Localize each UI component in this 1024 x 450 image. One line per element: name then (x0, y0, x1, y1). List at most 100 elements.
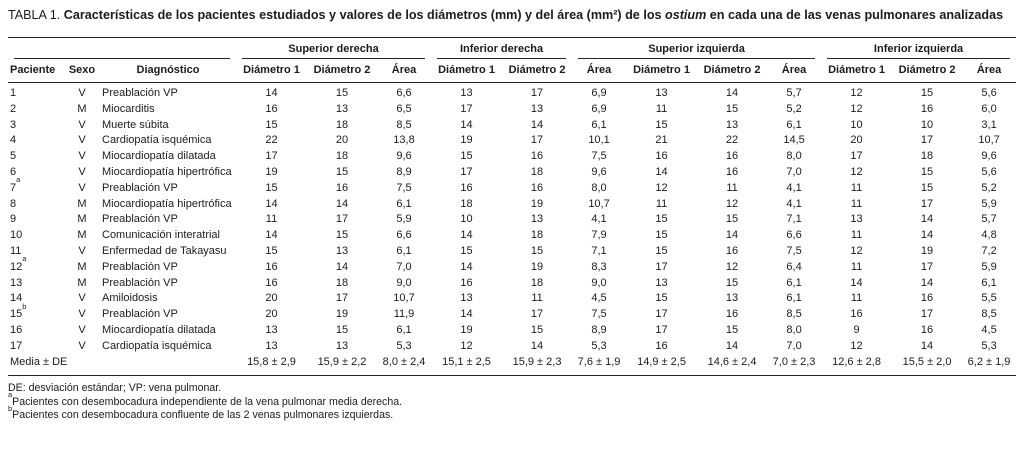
value-cell: 16 (530, 181, 544, 194)
value-cell: 10,7 (978, 134, 1000, 147)
group-superior-derecha-label: Superior derecha (242, 43, 426, 59)
sexo-cell: M (77, 260, 87, 273)
value-cell: 7,0 (786, 339, 802, 352)
value-cell: 17 (920, 197, 934, 210)
value-cell: 15 (725, 102, 739, 115)
sexo-cell: V (78, 244, 86, 257)
value-cell: 13 (335, 339, 349, 352)
value-cell: 17 (920, 260, 934, 273)
value-cell: 18 (460, 197, 473, 210)
diagnosis-cell: Preablación VP (102, 181, 178, 194)
table-number-label: TABLA 1. (8, 8, 61, 22)
value-cell: 9,0 (396, 276, 412, 289)
value-cell: 11 (850, 197, 863, 210)
value-cell: 17 (850, 150, 863, 163)
diagnosis-cell: Enfermedad de Takayasu (102, 244, 227, 257)
value-cell: 19 (460, 134, 473, 147)
value-cell: 19 (460, 323, 473, 336)
value-cell: 15 (920, 181, 934, 194)
value-cell: 12 (850, 165, 863, 178)
value-cell: 13,8 (393, 134, 415, 147)
value-cell: 14 (920, 213, 934, 226)
patient-id-cell: 1 (10, 87, 17, 99)
table-row: 17 V Cardiopatía isquémica 13 13 5,3 12 14 5,3 16… (8, 339, 1016, 355)
value-cell: 16 (265, 276, 278, 289)
diagnosis-cell: Preablación VP (102, 260, 178, 273)
value-cell: 14 (530, 118, 544, 131)
value-cell: 7,5 (786, 244, 802, 257)
value-cell: 14 (265, 197, 278, 210)
media-value-cell: 15,8 ± 2,9 (236, 355, 307, 377)
value-cell: 17 (655, 323, 668, 336)
value-cell: 16 (530, 150, 544, 163)
value-cell: 14 (460, 229, 473, 242)
value-cell: 16 (850, 308, 863, 321)
col-header-diametro-1-group-1: Diámetro 1 (236, 59, 307, 83)
patient-id-cell: 17 (10, 339, 23, 352)
value-cell: 16 (655, 339, 668, 352)
value-cell: 12 (850, 339, 863, 352)
diagnosis-cell: Comunicación interatrial (102, 229, 220, 242)
table-body: 1 V Preablación VP 14 15 6,6 13 17 6,9 13 14 5,7 12 1… (8, 83, 1017, 377)
value-cell: 15 (265, 181, 278, 194)
value-cell: 17 (920, 134, 934, 147)
value-cell: 7,0 (786, 165, 802, 178)
patient-id-cell: 5 (10, 150, 17, 163)
value-cell: 22 (265, 134, 278, 147)
value-cell: 9,6 (591, 165, 607, 178)
patient-id-cell: 8 (10, 197, 17, 210)
patient-id-cell: 6 (10, 165, 17, 178)
value-cell: 8,0 (786, 150, 802, 163)
value-cell: 17 (265, 150, 278, 163)
value-cell: 6,1 (396, 197, 412, 210)
value-cell: 6,6 (396, 229, 412, 242)
media-label-cell: Media ± DE (8, 355, 236, 377)
value-cell: 5,7 (786, 87, 802, 99)
value-cell: 19 (530, 197, 544, 210)
value-cell: 14 (725, 229, 739, 242)
value-cell: 17 (460, 102, 473, 115)
table-figure: TABLA 1. Características de los paciente… (8, 8, 1017, 422)
value-cell: 6,9 (591, 87, 607, 99)
value-cell: 16 (265, 260, 278, 273)
value-cell: 16 (460, 276, 473, 289)
value-cell: 15 (530, 323, 544, 336)
col-header-sexo: Sexo (64, 59, 100, 83)
value-cell: 13 (265, 339, 278, 352)
value-cell: 22 (725, 134, 739, 147)
value-cell: 5,9 (981, 260, 997, 273)
value-cell: 7,9 (591, 229, 607, 242)
patient-id-cell: 2 (10, 102, 17, 115)
value-cell: 16 (920, 292, 934, 305)
diagnosis-cell: Miocarditis (102, 102, 155, 115)
value-cell: 13 (335, 102, 349, 115)
value-cell: 6,1 (396, 323, 412, 336)
value-cell: 15 (655, 229, 668, 242)
value-cell: 8,5 (786, 308, 802, 321)
value-cell: 7,0 (396, 260, 412, 273)
value-cell: 9,6 (396, 150, 412, 163)
col-header-diagnostico: Diagnóstico (100, 59, 236, 83)
value-cell: 14 (920, 276, 934, 289)
table-row: 16 V Miocardiopatía dilatada 13 15 6,1 19 15 8,9… (8, 323, 1016, 339)
value-cell: 9,6 (981, 150, 997, 163)
col-header-diametro-2-group-4: Diámetro 2 (892, 59, 963, 83)
sexo-cell: V (78, 323, 86, 336)
footnote: bPacientes con desembocadura confluente … (8, 403, 394, 422)
value-cell: 17 (460, 165, 473, 178)
sexo-cell: V (78, 292, 86, 305)
sexo-cell: V (78, 339, 86, 352)
value-cell: 16 (920, 102, 934, 115)
value-cell: 21 (655, 134, 668, 147)
sexo-cell: V (78, 118, 86, 131)
sexo-cell: V (78, 150, 86, 163)
value-cell: 12 (460, 339, 473, 352)
value-cell: 6,1 (786, 276, 802, 289)
value-cell: 5,6 (981, 165, 997, 178)
sexo-cell: M (77, 197, 87, 210)
patients-measurements-table: Superior derecha Inferior derecha Superi… (8, 37, 1017, 377)
value-cell: 13 (335, 244, 349, 257)
col-header-area-group-4: Área (962, 59, 1017, 83)
value-cell: 3,1 (981, 118, 997, 131)
value-cell: 6,0 (981, 102, 997, 115)
